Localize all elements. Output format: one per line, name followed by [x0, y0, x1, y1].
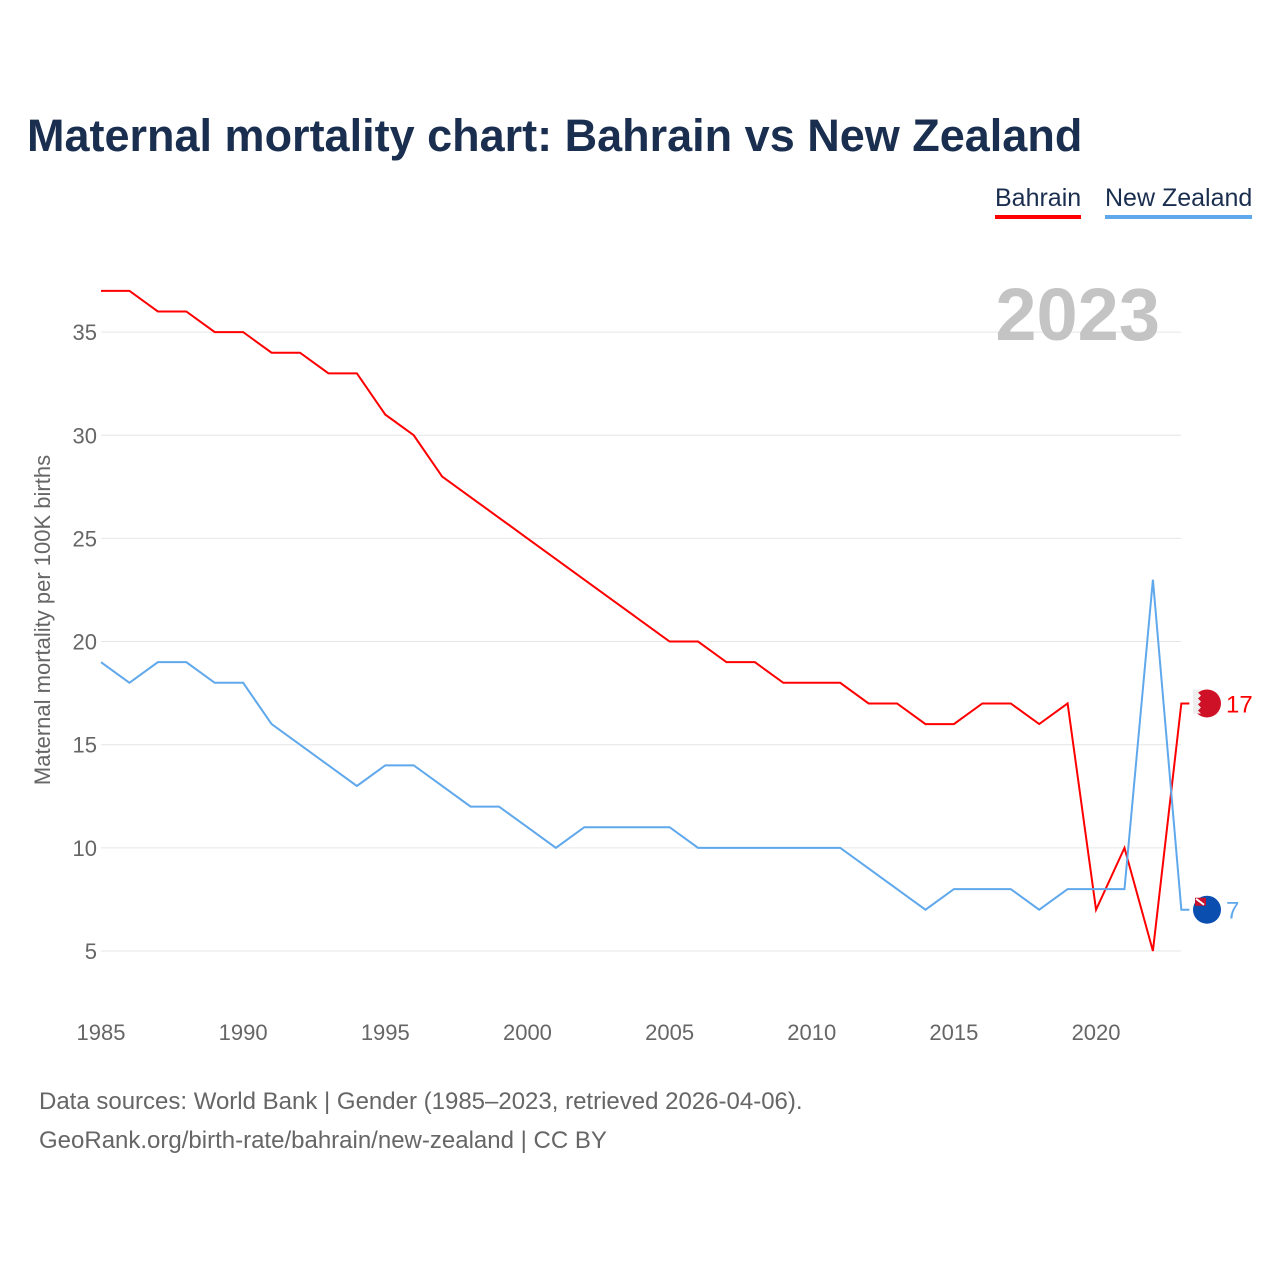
y-axis-label: Maternal mortality per 100K births — [30, 455, 55, 785]
x-tick-label: 2020 — [1072, 1020, 1121, 1045]
bahrain-flag-white — [1193, 689, 1201, 714]
end-value-label: 17 — [1226, 691, 1253, 718]
y-tick-label: 30 — [73, 423, 97, 448]
series-line-bahrain — [101, 289, 1190, 952]
y-tick-label: 5 — [85, 939, 97, 964]
y-tick-label: 20 — [73, 630, 97, 655]
legend-bahrain[interactable]: Bahrain — [995, 184, 1082, 219]
y-tick-label: 25 — [73, 526, 97, 551]
chart-title: Maternal mortality chart: Bahrain vs New… — [27, 110, 1083, 161]
x-tick-label: 2000 — [503, 1020, 552, 1045]
footer-credit: GeoRank.org/birth-rate/bahrain/new-zeala… — [39, 1127, 607, 1154]
end-value-label: 7 — [1226, 898, 1239, 925]
x-tick-label: 2005 — [645, 1020, 694, 1045]
x-tick-label: 2010 — [787, 1020, 836, 1045]
new-zealand-flag-cross — [1195, 897, 1205, 906]
x-tick-label: 1985 — [77, 1020, 126, 1045]
y-tick-label: 10 — [73, 836, 97, 861]
y-tick-label: 15 — [73, 733, 97, 758]
y-tick-label: 35 — [73, 320, 97, 345]
series-line-new-zealand — [100, 579, 1190, 911]
year-label: 2023 — [995, 273, 1160, 356]
footer-sources: Data sources: World Bank | Gender (1985–… — [39, 1088, 803, 1115]
x-tick-label: 2015 — [929, 1020, 978, 1045]
legend-new-zealand[interactable]: New Zealand — [1105, 184, 1253, 219]
x-tick-label: 1995 — [361, 1020, 410, 1045]
x-tick-label: 1990 — [219, 1020, 268, 1045]
